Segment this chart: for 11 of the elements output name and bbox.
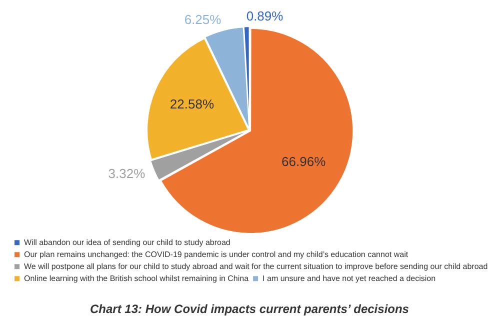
legend-label: Will abandon our idea of sending our child to study abroad (24, 238, 230, 247)
legend-label: I am unsure and have not yet reached a decision (262, 274, 436, 283)
data-label: 6.25% (184, 12, 222, 28)
legend-label: Online learning with the British school whilst remaining in China (24, 274, 250, 283)
data-label: 66.96% (282, 154, 326, 169)
legend-label: Our plan remains unchanged: the COVID-19 pandemic is under control and my child’s education cannot wait (24, 250, 409, 259)
legend-label: We will postpone all plans for our child to study abroad and wait for the current situation to improve before sending our child abroad (24, 262, 488, 271)
data-label: 0.89% (246, 8, 284, 24)
data-label: 3.32% (108, 166, 146, 182)
data-label: 22.58% (170, 96, 214, 112)
text: Chart 13: How Covid impacts current parents’ decisions (90, 302, 410, 316)
